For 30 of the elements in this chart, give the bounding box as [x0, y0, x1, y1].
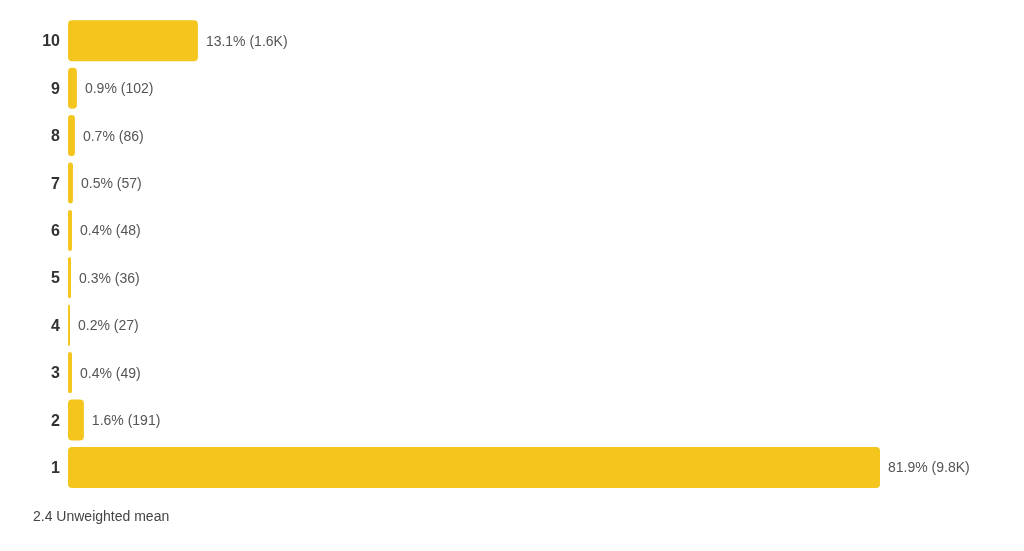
data-label: 0.2% (27) [77, 317, 139, 334]
data-label: 0.9% (102) [84, 80, 154, 97]
y-tick-label: 9 [51, 79, 61, 97]
data-label: 81.9% (9.8K) [888, 459, 970, 476]
bar [68, 352, 72, 394]
y-tick-label: 2 [51, 411, 61, 429]
y-tick-label: 3 [51, 364, 61, 382]
data-label: 0.3% (36) [78, 269, 140, 286]
data-label: 0.5% (57) [80, 175, 142, 192]
bar [68, 257, 71, 299]
text: 2.4 Unweighted mean [32, 508, 171, 524]
data-label: 0.7% (86) [82, 127, 144, 144]
bar [68, 20, 198, 62]
bar [68, 162, 73, 204]
data-label: 0.4% (49) [79, 364, 141, 381]
y-tick-label: 8 [51, 127, 61, 145]
y-tick-label: 5 [51, 269, 61, 287]
bar [68, 115, 75, 157]
bar [68, 67, 77, 109]
data-label: 0.4% (48) [79, 222, 141, 239]
data-label: 13.1% (1.6K) [205, 32, 288, 49]
y-tick-label: 1 [51, 458, 61, 476]
bar [68, 399, 84, 441]
bar [68, 209, 72, 251]
y-tick-label: 4 [51, 316, 61, 334]
y-tick-label: 6 [51, 221, 61, 239]
y-tick-label: 10 [42, 32, 61, 50]
data-label: 1.6% (191) [91, 412, 161, 429]
bar [68, 446, 880, 488]
y-tick-label: 7 [51, 174, 61, 192]
